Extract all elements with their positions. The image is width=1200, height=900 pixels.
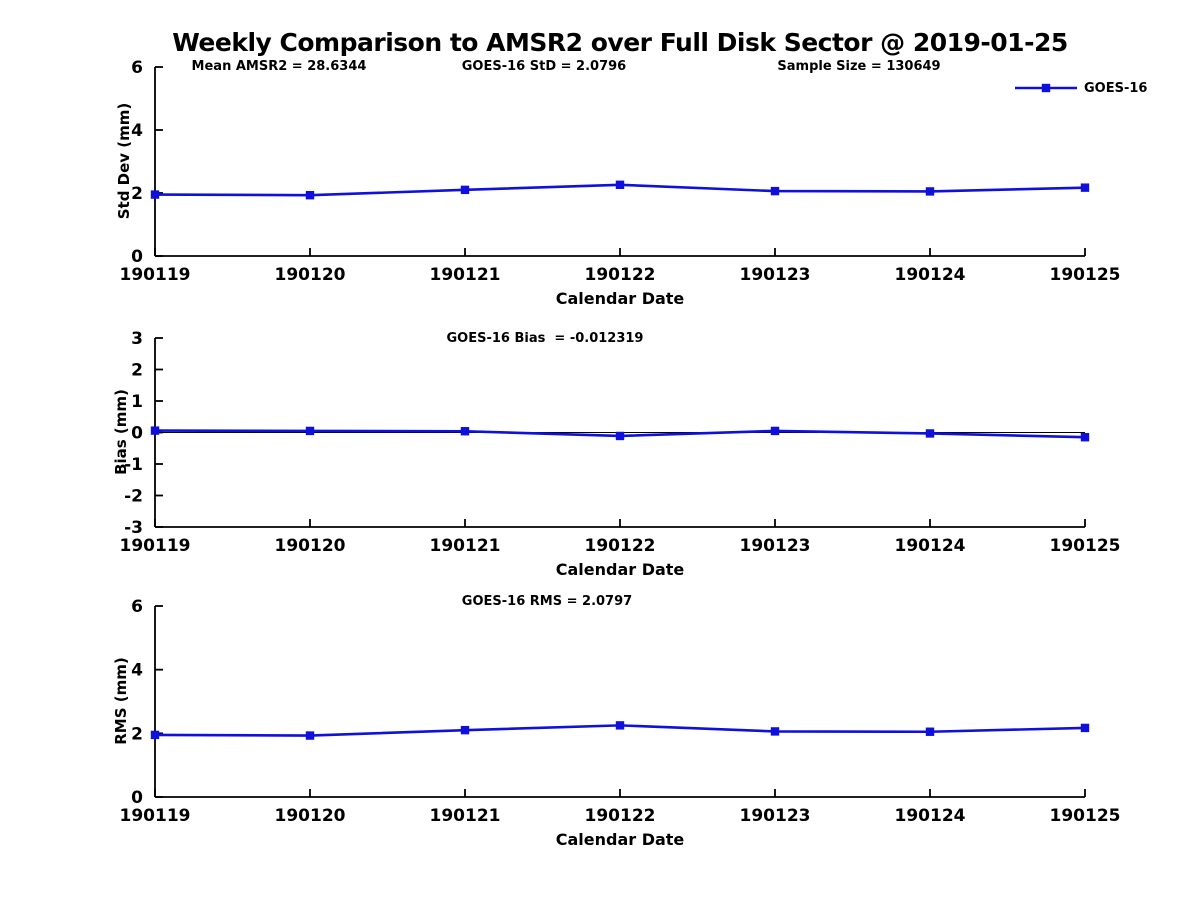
- ylabel-std-dev: Std Dev (mm): [115, 102, 133, 220]
- svg-text:1: 1: [131, 392, 143, 412]
- svg-text:190121: 190121: [430, 265, 501, 285]
- svg-text:190124: 190124: [895, 265, 966, 285]
- svg-text:190121: 190121: [430, 536, 501, 556]
- svg-text:-1: -1: [124, 455, 143, 475]
- svg-text:190120: 190120: [275, 536, 346, 556]
- svg-text:190124: 190124: [895, 536, 966, 556]
- legend-label: GOES-16: [1084, 81, 1148, 96]
- annotation-goes16-bias: GOES-16 Bias = -0.012319: [446, 331, 644, 346]
- svg-text:190125: 190125: [1050, 806, 1121, 826]
- svg-text:190125: 190125: [1050, 536, 1121, 556]
- figure-title: Weekly Comparison to AMSR2 over Full Dis…: [172, 28, 1068, 57]
- svg-text:3: 3: [131, 329, 143, 349]
- annotation-mean-amsr2: Mean AMSR2 = 28.6344: [191, 59, 367, 74]
- svg-text:190122: 190122: [585, 265, 656, 285]
- svg-text:0: 0: [131, 788, 143, 808]
- ylabel-rms: RMS (mm): [112, 657, 130, 745]
- xlabel-bias: Calendar Date: [555, 560, 685, 579]
- annotation-goes16-std: GOES-16 StD = 2.0796: [461, 59, 627, 74]
- svg-text:4: 4: [131, 661, 143, 681]
- svg-text:0: 0: [131, 424, 143, 444]
- svg-text:-3: -3: [124, 518, 143, 538]
- svg-text:190120: 190120: [275, 806, 346, 826]
- svg-text:190122: 190122: [585, 536, 656, 556]
- svg-text:190119: 190119: [120, 536, 191, 556]
- svg-text:190119: 190119: [120, 265, 191, 285]
- svg-text:2: 2: [131, 724, 143, 744]
- annotation-sample-size: Sample Size = 130649: [777, 59, 941, 74]
- svg-text:190123: 190123: [740, 265, 811, 285]
- svg-text:190123: 190123: [740, 536, 811, 556]
- svg-text:190120: 190120: [275, 265, 346, 285]
- svg-text:4: 4: [131, 121, 143, 141]
- svg-text:2: 2: [131, 184, 143, 204]
- svg-text:190124: 190124: [895, 806, 966, 826]
- svg-text:6: 6: [131, 58, 143, 78]
- svg-text:190123: 190123: [740, 806, 811, 826]
- annotation-goes16-rms: GOES-16 RMS = 2.0797: [461, 594, 633, 609]
- svg-text:190121: 190121: [430, 806, 501, 826]
- svg-text:-2: -2: [124, 487, 143, 507]
- xlabel-rms: Calendar Date: [555, 830, 685, 849]
- svg-text:0: 0: [131, 247, 143, 267]
- ylabel-bias: Bias (mm): [112, 389, 130, 475]
- svg-text:190119: 190119: [120, 806, 191, 826]
- svg-text:6: 6: [131, 597, 143, 617]
- xlabel-std-dev: Calendar Date: [555, 289, 685, 308]
- svg-text:190125: 190125: [1050, 265, 1121, 285]
- svg-text:2: 2: [131, 361, 143, 381]
- svg-text:190122: 190122: [585, 806, 656, 826]
